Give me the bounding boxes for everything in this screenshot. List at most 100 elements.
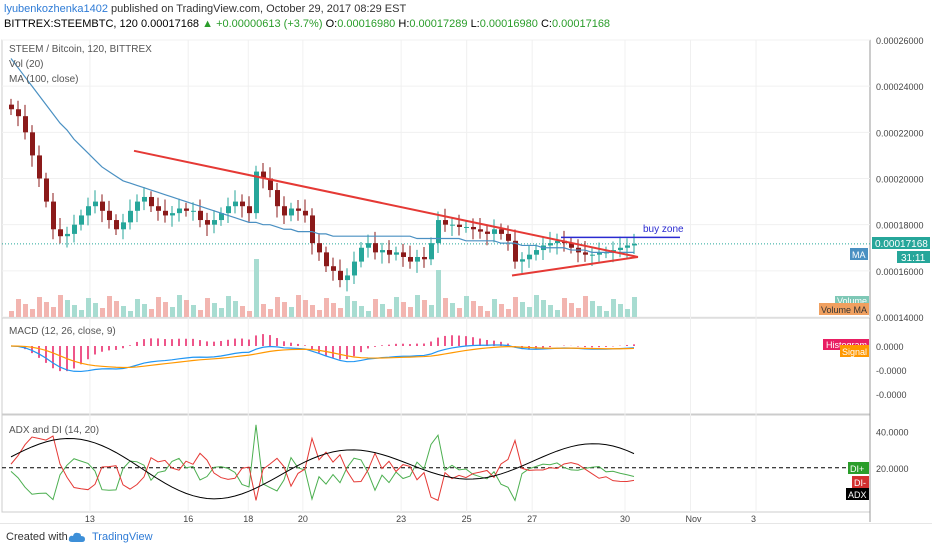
volume-bar [534,295,539,317]
candle-body [618,247,623,251]
change-arrow-icon: ▲ [202,18,214,30]
adx-badge-text: ADX [848,490,867,500]
volume-bar [212,303,217,317]
close-value: 0.00017168 [551,18,611,30]
adx-legend: ADX and DI (14, 20) [9,425,99,436]
chart-canvas[interactable]: 0.00026000 0.00024000 0.00022000 0.00020000… [0,0,932,523]
tradingview-cloud-icon[interactable] [68,530,86,544]
price-tick-label: 0.00024000 [876,82,924,92]
ma-badge-text: MA [852,250,866,260]
candle-body [436,220,441,244]
di-plus-badge-text: DI+ [850,464,864,474]
signal-badge-text: Signal [842,347,867,357]
candle-body [429,243,434,260]
macd-pane [10,334,635,373]
x-tick-label: 16 [183,514,193,523]
candle-body [261,171,266,179]
volume-bar [478,306,483,317]
volume-bar [597,306,602,317]
candle-body [198,210,203,221]
low-value: 0.00016980 [479,18,538,30]
adx-tick-label: 20.0000 [876,464,909,474]
candle-body [142,196,147,202]
volume-bar [128,311,133,317]
macd-tick-label: 0.0000 [876,342,904,352]
volume-bar [513,297,518,317]
candle-body [331,266,336,271]
candle-body [387,250,392,255]
countdown-tag: 31:11 [901,253,926,264]
di-plus-line [10,424,635,502]
countdown-badge: 31:11 [897,251,930,264]
volume-bar [170,307,175,317]
ma-badge: MA [850,248,868,260]
x-tick-label: 27 [527,514,537,523]
volume-bar [436,270,441,317]
x-tick-label: 23 [396,514,406,523]
adx-pane [2,424,870,502]
volume-bar [156,297,161,317]
volume-bar [576,308,581,317]
pane-border [1,414,871,513]
candle-body [296,208,301,211]
tradingview-link[interactable]: TradingView [92,531,153,543]
candle-body [569,243,574,248]
volume-bar [492,299,497,317]
candle-body [457,224,462,227]
candle-body [317,243,322,253]
volume-bar [142,304,147,317]
volume-bar [205,298,210,317]
candle-body [51,201,56,230]
di-minus-badge: DI- [852,476,869,488]
volume-bar [198,310,203,317]
candle-body [464,226,469,228]
candle-body [79,215,84,225]
volume-bar [268,309,273,317]
volume-badge: Volume [835,296,869,306]
trendline-descending-resistance [133,149,639,258]
volume-bar [380,304,385,317]
candle-body [303,210,308,216]
volume-bar [135,299,140,317]
ma-100-line [10,58,634,253]
volume-bar [310,305,315,317]
di-minus-line [10,435,635,502]
candle-body [422,256,427,260]
macd-signal-line [10,345,635,369]
candle-body [37,155,42,179]
adx-tick-label: 40.0000 [876,428,909,438]
candle-body [135,201,140,211]
volume-bar [415,295,420,317]
x-tick-label: Nov [686,514,703,523]
di-plus-badge: DI+ [848,462,869,474]
candle-body [345,275,350,281]
candle-body [471,226,476,230]
volume-bar [219,308,224,317]
di-minus-badge-text: DI- [854,478,866,488]
high-value: 0.00017289 [409,18,468,30]
candle-body [72,224,77,234]
x-tick-label: 30 [620,514,630,523]
price-tick-label: 0.00016000 [876,267,924,277]
volume-bar [93,303,98,317]
candle-body [282,206,287,216]
volume-bar [226,296,231,317]
chart-title: STEEM / Bitcoin, 120, BITTREX [9,44,152,55]
candle-body [597,252,602,255]
candle-body [359,247,364,262]
candle-body [289,208,294,216]
volume-bar [590,301,595,317]
candle-body [401,252,406,257]
macd-tick-label: -0.0000 [876,366,907,376]
volume-bar [100,308,105,317]
volume-bar [303,300,308,317]
candle-body [485,231,490,234]
macd-tick-label: -0.0000 [876,390,907,400]
buy-zone-label: buy zone [643,224,684,235]
author-link[interactable]: lyubenkozhenka1402 [4,3,108,15]
volume-bar [485,311,490,317]
candle-body [23,116,28,133]
symbol-label: BITTREX:STEEMBTC, 120 [4,18,138,30]
axes: 0.00026000 0.00024000 0.00022000 0.00020000… [85,36,924,523]
candle-body [408,256,413,262]
